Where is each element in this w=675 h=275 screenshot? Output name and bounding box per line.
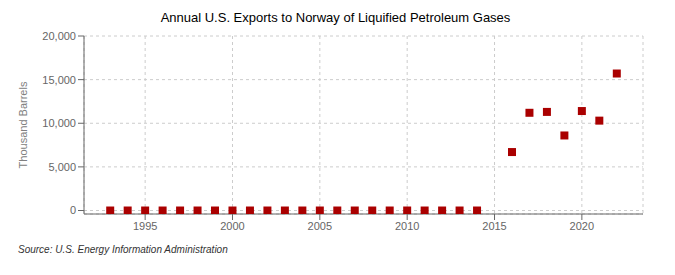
html-text:Source: U.S. Energy Informatio: Source: U.S. Energy Information Administ… (18, 244, 228, 255)
html-text:Annual U.S. Exports to Norway: Annual U.S. Exports to Norway of Liquifi… (160, 10, 511, 25)
svg-text:2020: 2020 (570, 220, 594, 232)
svg-text:10,000: 10,000 (42, 117, 76, 129)
svg-text:0: 0 (70, 204, 76, 216)
svg-text:2015: 2015 (482, 220, 506, 232)
svg-text:15,000: 15,000 (42, 74, 76, 86)
svg-text:5,000: 5,000 (48, 161, 76, 173)
svg-text:Thousand Barrels: Thousand Barrels (17, 81, 29, 168)
svg-text:20,000: 20,000 (42, 30, 76, 42)
svg-text:2000: 2000 (220, 220, 244, 232)
svg-text:2005: 2005 (308, 220, 332, 232)
svg-text:2010: 2010 (395, 220, 419, 232)
svg-text:1995: 1995 (133, 220, 157, 232)
